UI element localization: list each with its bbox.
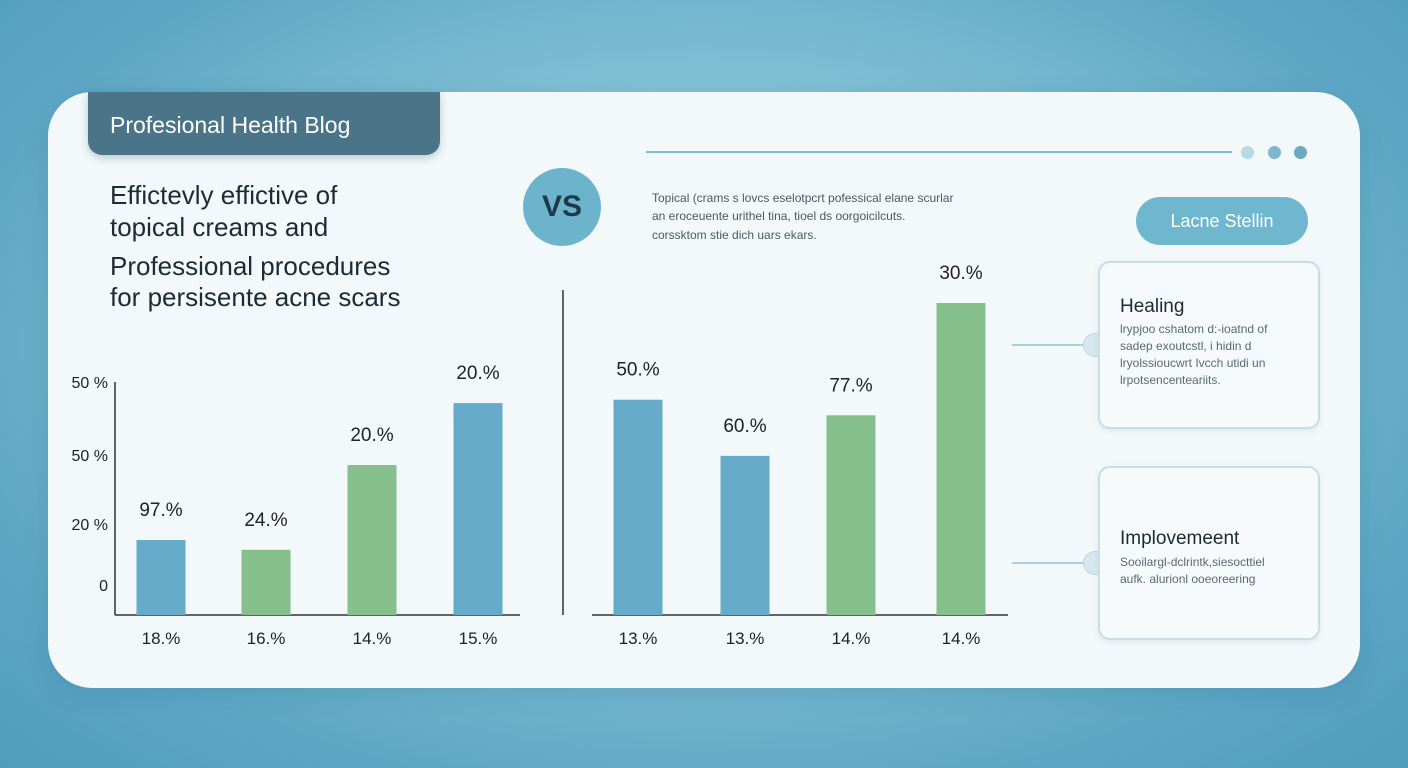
- description-line-2: an eroceuente urithel tina, tioel ds oor…: [652, 209, 906, 223]
- blog-name: Profesional Health Blog: [110, 112, 351, 138]
- lacne-stellin-button[interactable]: Lacne Stellin: [1136, 197, 1308, 245]
- description-line-3: corssktom stie dich uars ekars.: [652, 228, 817, 242]
- chart1-bar: [347, 465, 397, 615]
- chart1-bar: [241, 549, 291, 615]
- chart2-value-label: 30.%: [939, 263, 982, 284]
- chart2-value-label: 50.%: [616, 360, 659, 381]
- chart1-category-label: 16.%: [247, 629, 286, 648]
- chart2-category-label: 13.%: [619, 629, 658, 648]
- chart1-y-tick: 0: [99, 578, 108, 595]
- improvement-title: Implovemeent: [1120, 528, 1240, 549]
- improvement-text-1: Sooilargl-dclrintk,siesocttiel: [1120, 555, 1265, 569]
- chart1-bar: [136, 540, 186, 615]
- healing-connector: [1012, 344, 1092, 346]
- chart1-category-label: 18.%: [142, 629, 181, 648]
- healing-text-4: lrpotsencenteariits.: [1120, 373, 1221, 387]
- improvement-text-2: aufk. alurionl ooeoreering: [1120, 572, 1256, 586]
- healing-text-1: lrypjoo cshatom d:-ioatnd of: [1120, 322, 1268, 336]
- description-line-1: Topical (crams s lovcs eselotpcrt pofess…: [652, 191, 954, 205]
- chart2-bar: [720, 455, 770, 615]
- title-line-4: for persisente acne scars: [110, 282, 401, 312]
- chart1-value-label: 97.%: [139, 500, 182, 521]
- chart1-category-label: 15.%: [459, 629, 498, 648]
- chart1-bar: [453, 403, 503, 615]
- chart2-bar: [826, 415, 876, 615]
- chart1-value-label: 20.%: [350, 425, 393, 446]
- dot-1-icon[interactable]: [1241, 146, 1254, 159]
- chart2-category-label: 14.%: [942, 629, 981, 648]
- vs-badge: VS: [523, 168, 601, 246]
- chart2-bar: [936, 303, 986, 615]
- healing-text-3: lryolssioucwrt Ivcch utidi un: [1120, 356, 1266, 370]
- title-line-2: topical creams and: [110, 212, 329, 242]
- dot-2-icon[interactable]: [1268, 146, 1281, 159]
- healing-title: Healing: [1120, 296, 1185, 317]
- chart2-category-label: 14.%: [832, 629, 871, 648]
- blog-name-tab[interactable]: Profesional Health Blog: [88, 92, 440, 155]
- chart1-value-label: 20.%: [456, 363, 499, 384]
- header-divider: [646, 151, 1232, 153]
- chart1-value-label: 24.%: [244, 510, 287, 531]
- chart1-y-tick: 20 %: [72, 517, 108, 534]
- healing-card[interactable]: Healing lrypjoo cshatom d:-ioatnd of sad…: [1098, 261, 1320, 429]
- chart1-y-tick: 50 %: [72, 375, 108, 392]
- chart2-value-label: 60.%: [723, 416, 766, 437]
- title-line-1: Effictevly effictive of: [110, 180, 338, 210]
- chart2-value-label: 77.%: [829, 375, 872, 396]
- healing-text-2: sadep exoutcstl, i hidin d: [1120, 339, 1252, 353]
- chart2-category-label: 13.%: [726, 629, 765, 648]
- chart1-y-tick: 50 %: [72, 448, 108, 465]
- title-line-3: Professional procedures: [110, 251, 391, 281]
- dot-3-icon[interactable]: [1294, 146, 1307, 159]
- improvement-card[interactable]: Implovemeent Sooilargl-dclrintk,siesoctt…: [1098, 466, 1320, 640]
- chart1-category-label: 14.%: [353, 629, 392, 648]
- improvement-connector: [1012, 562, 1092, 564]
- chart2-bar: [613, 399, 663, 615]
